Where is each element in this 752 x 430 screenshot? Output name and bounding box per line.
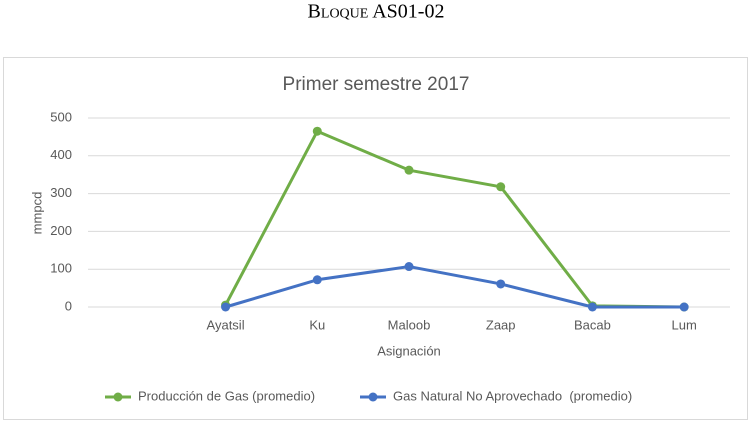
y-tick-label: 200 [50,223,72,238]
y-tick-label: 500 [50,109,72,124]
data-point [496,279,506,289]
data-point [587,302,597,312]
x-tick-label: Ayatsil [207,317,245,332]
x-tick-label: Zaap [486,317,516,332]
y-tick-label: 400 [50,147,72,162]
y-tick-label: 100 [50,261,72,276]
data-point [312,275,322,285]
chart-frame [3,57,748,420]
data-point [496,182,506,192]
y-axis-title: mmpcd [29,192,44,235]
x-tick-label: Lum [671,317,696,332]
x-tick-label: Maloob [388,317,431,332]
data-point [404,262,414,272]
x-tick-label: Bacab [574,317,611,332]
x-axis-title: Asignación [377,343,441,358]
series-line [224,129,685,309]
legend-label: Producción de Gas (promedio) [138,388,315,403]
x-tick-label: Ku [309,317,325,332]
legend-marker [368,392,378,402]
heading: Bloque AS01-02 [308,1,445,23]
data-point [312,126,322,136]
y-tick-label: 0 [65,298,72,313]
chart-title: Primer semestre 2017 [283,74,470,95]
data-point [221,302,231,312]
legend-label: Gas Natural No Aprovechado (promedio) [393,388,632,403]
series-line [225,265,685,309]
data-point [404,165,414,175]
legend-marker [113,392,123,402]
y-tick-label: 300 [50,185,72,200]
data-point [679,302,689,312]
